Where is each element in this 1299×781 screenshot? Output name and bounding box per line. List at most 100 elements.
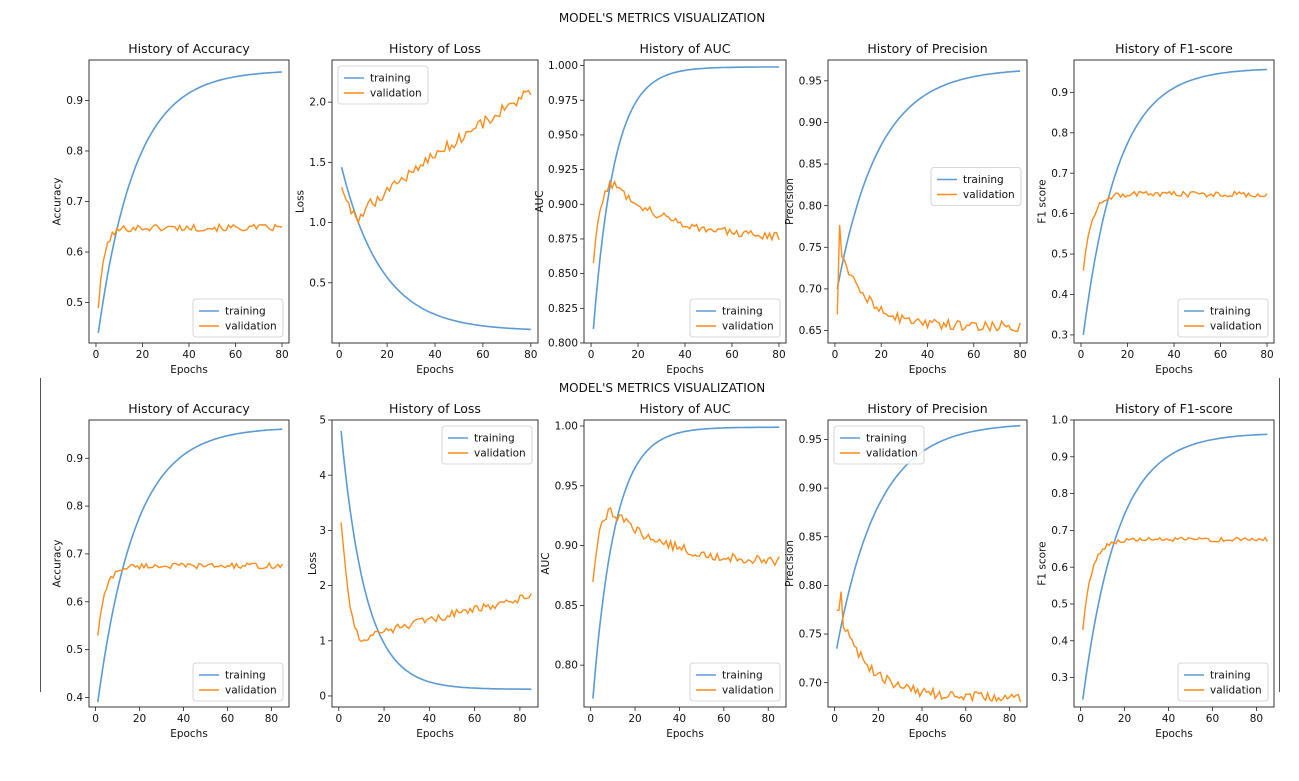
x-axis-label: Epochs bbox=[416, 364, 454, 376]
y-tick-label: 1.5 bbox=[309, 157, 326, 169]
y-tick-label: 0.9 bbox=[66, 453, 83, 465]
y-tick-label: 0 bbox=[319, 691, 326, 703]
legend-label-validation: validation bbox=[722, 321, 774, 333]
y-tick-label: 0.7 bbox=[1051, 168, 1068, 180]
chart-panel-accuracy: History of Accuracy 0 20 40 60 80 0.5 0.6 0.7 0.8… bbox=[51, 41, 290, 376]
x-tick-label: 0 bbox=[832, 349, 839, 361]
y-tick-label: 1.0 bbox=[309, 217, 326, 229]
legend-label-validation: validation bbox=[1210, 321, 1262, 333]
legend-box bbox=[833, 425, 925, 465]
legend-label-validation: validation bbox=[225, 685, 277, 697]
y-axis-label: F1 score bbox=[1036, 179, 1048, 223]
y-tick-label: 0.5 bbox=[1051, 599, 1068, 611]
x-tick-label: 20 bbox=[377, 713, 390, 725]
legend-box bbox=[192, 662, 284, 702]
series-line-validation bbox=[340, 89, 532, 225]
y-tick-label: 0.950 bbox=[548, 130, 578, 142]
chart-title: History of AUC bbox=[640, 401, 731, 416]
y-tick-label: 0.7 bbox=[66, 549, 83, 561]
y-tick-label: 0.975 bbox=[548, 95, 578, 107]
y-axis-label: Loss bbox=[294, 190, 306, 213]
x-axis-label: Epochs bbox=[170, 364, 208, 376]
legend: training validation bbox=[689, 298, 781, 338]
figure-suptitle: MODEL'S METRICS VISUALIZATION bbox=[559, 381, 765, 395]
legend-label-training: training bbox=[225, 670, 266, 682]
y-tick-label: 0.90 bbox=[799, 117, 822, 129]
y-tick-label: 0.4 bbox=[66, 692, 83, 704]
x-tick-label: 40 bbox=[423, 713, 436, 725]
chart-panel-auc: History of AUC 0 20 40 60 80 0.800 0.825 0.850 0.… bbox=[534, 41, 787, 376]
chart-panel-f1: History of F1-score 0 20 40 60 80 0.3 0.4 0.5 0.6… bbox=[1036, 401, 1275, 740]
legend-label-validation: validation bbox=[722, 685, 774, 697]
legend-label-training: training bbox=[474, 433, 515, 445]
series-line-validation bbox=[1082, 190, 1268, 271]
x-tick-label: 20 bbox=[875, 349, 888, 361]
series-line-training bbox=[592, 66, 779, 330]
x-axis-label: Epochs bbox=[1155, 364, 1193, 376]
series-line-training bbox=[836, 70, 1021, 290]
chart-title: History of Accuracy bbox=[128, 401, 250, 416]
legend: training validation bbox=[192, 662, 284, 702]
series-line-training bbox=[592, 426, 780, 699]
legend-box bbox=[441, 425, 533, 465]
x-tick-label: 60 bbox=[1214, 349, 1227, 361]
x-tick-label: 40 bbox=[428, 349, 441, 361]
separator-line-right bbox=[1279, 378, 1280, 692]
legend: training validation bbox=[689, 662, 781, 702]
y-tick-label: 0.80 bbox=[799, 200, 822, 212]
x-tick-label: 80 bbox=[1013, 349, 1026, 361]
y-tick-label: 0.85 bbox=[555, 600, 578, 612]
y-tick-label: 0.800 bbox=[548, 338, 578, 350]
y-axis-label: Accuracy bbox=[51, 540, 63, 588]
chart-panel-auc: History of AUC 0 20 40 60 80 0.80 0.85 0.90 0.95 1… bbox=[540, 401, 787, 740]
x-tick-label: 60 bbox=[725, 349, 738, 361]
legend-label-validation: validation bbox=[370, 88, 422, 100]
x-tick-label: 20 bbox=[628, 713, 641, 725]
y-tick-label: 0.4 bbox=[1051, 289, 1068, 301]
chart-title: History of F1-score bbox=[1115, 41, 1233, 56]
y-tick-label: 0.900 bbox=[548, 199, 578, 211]
legend: training validation bbox=[930, 167, 1022, 206]
chart-title: History of Accuracy bbox=[128, 41, 250, 56]
y-tick-label: 0.6 bbox=[1051, 208, 1068, 220]
y-tick-label: 0.85 bbox=[799, 159, 822, 171]
x-axis-label: Epochs bbox=[1155, 728, 1193, 740]
y-tick-label: 0.9 bbox=[1051, 87, 1068, 99]
legend-box bbox=[337, 65, 429, 105]
y-tick-label: 0.75 bbox=[799, 629, 822, 641]
series-line-validation bbox=[836, 591, 1022, 703]
x-tick-label: 60 bbox=[1206, 713, 1219, 725]
y-tick-label: 0.90 bbox=[555, 540, 578, 552]
y-tick-label: 0.95 bbox=[799, 75, 822, 87]
x-tick-label: 80 bbox=[275, 349, 288, 361]
series-line-training bbox=[1082, 433, 1268, 700]
chart-panel-accuracy: History of Accuracy 0 20 40 60 80 0.4 0.5 0.6 0.7… bbox=[51, 401, 290, 740]
x-tick-label: 0 bbox=[1078, 349, 1085, 361]
legend-label-training: training bbox=[1210, 306, 1251, 318]
x-tick-label: 60 bbox=[221, 713, 234, 725]
legend-box bbox=[930, 167, 1022, 206]
y-tick-label: 1.000 bbox=[548, 60, 578, 72]
y-tick-label: 0.8 bbox=[66, 146, 83, 158]
legend: training validation bbox=[337, 65, 429, 105]
y-tick-label: 2 bbox=[319, 580, 326, 592]
x-tick-label: 80 bbox=[1250, 713, 1263, 725]
y-axis-label: AUC bbox=[540, 552, 552, 574]
plot-frame bbox=[331, 419, 539, 708]
legend-label-training: training bbox=[963, 174, 1004, 186]
y-tick-label: 0.85 bbox=[799, 531, 822, 543]
x-tick-label: 40 bbox=[177, 713, 190, 725]
legend: training validation bbox=[441, 425, 533, 465]
y-tick-label: 0.875 bbox=[548, 234, 578, 246]
y-tick-label: 0.8 bbox=[1051, 488, 1068, 500]
legend-label-training: training bbox=[722, 670, 763, 682]
y-tick-label: 0.7 bbox=[66, 196, 83, 208]
series-line-training bbox=[340, 167, 531, 331]
legend-label-training: training bbox=[225, 306, 266, 318]
plot-frame bbox=[1073, 59, 1275, 344]
legend: training validation bbox=[1177, 662, 1269, 702]
x-tick-label: 0 bbox=[831, 713, 838, 725]
legend-label-training: training bbox=[370, 73, 411, 85]
y-tick-label: 0.4 bbox=[1051, 635, 1068, 647]
x-axis-label: Epochs bbox=[416, 728, 454, 740]
